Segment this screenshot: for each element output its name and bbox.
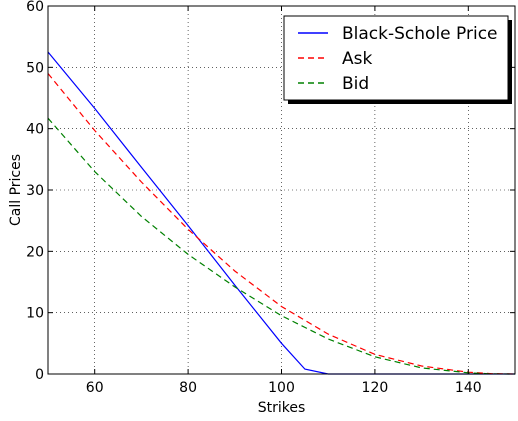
x-tick-label: 140 — [455, 380, 482, 396]
legend-items: Black-Schole Price Ask Bid — [298, 24, 498, 94]
grid — [48, 6, 515, 374]
y-tick-label: 20 — [26, 244, 44, 260]
x-tick-label: 60 — [86, 380, 104, 396]
y-tick-label: 10 — [26, 306, 44, 322]
y-axis-label: Call Prices — [8, 154, 24, 226]
x-tick-label: 100 — [268, 380, 295, 396]
y-tick-label: 40 — [26, 122, 44, 138]
y-tick-label: 60 — [26, 0, 44, 15]
legend-label-1: Ask — [342, 49, 372, 69]
x-tick-label: 120 — [362, 380, 389, 396]
legend-label-2: Bid — [342, 74, 369, 94]
series-line-1 — [47, 73, 516, 375]
tick-labels: 60 80 100 120 140 0 10 20 30 40 50 60 — [26, 0, 481, 396]
axis-ticks — [48, 5, 515, 375]
y-tick-label: 30 — [26, 183, 44, 199]
x-tick-label: 80 — [179, 380, 197, 396]
x-axis-label: Strikes — [258, 400, 306, 416]
y-tick-label: 0 — [35, 367, 44, 383]
series-line-2 — [47, 117, 516, 375]
legend: Black-Schole Price Ask Bid — [283, 15, 512, 104]
y-tick-label: 50 — [26, 60, 44, 76]
legend-label-0: Black-Schole Price — [342, 24, 498, 44]
